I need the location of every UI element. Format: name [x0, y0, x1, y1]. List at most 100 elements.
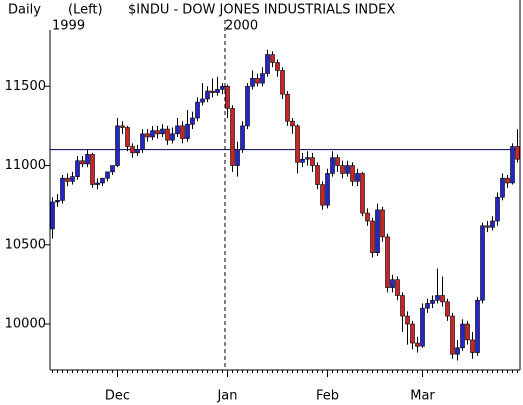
candle-body — [245, 85, 250, 127]
y-tick-label: 10500 — [5, 237, 46, 252]
candle-body — [165, 128, 170, 141]
candle-body — [270, 54, 275, 63]
candle-body — [160, 128, 165, 135]
candle-body — [315, 165, 320, 185]
candle-body — [495, 196, 500, 222]
candle-body — [105, 171, 110, 179]
candle-body — [500, 177, 505, 198]
candle-body — [295, 125, 300, 163]
candle-body — [305, 157, 310, 160]
candle-body — [390, 279, 395, 288]
candle-body — [335, 157, 340, 166]
candle-body — [330, 157, 335, 174]
candle-body — [170, 133, 175, 141]
candle-body — [110, 165, 115, 173]
candle-body — [310, 157, 315, 166]
candle-body — [510, 146, 515, 184]
y-tick-label: 11000 — [5, 158, 46, 173]
candle-body — [75, 160, 80, 177]
candle-body — [120, 125, 125, 128]
candle-body — [475, 299, 480, 353]
candle-body — [250, 78, 255, 87]
candle-body — [480, 225, 485, 301]
chart-title: $INDU - DOW JONES INDUSTRIALS INDEX — [128, 3, 395, 18]
candle-body — [90, 154, 95, 185]
candle-body — [70, 176, 75, 182]
candle-body — [220, 85, 225, 90]
candle-body — [365, 212, 370, 222]
candle-body — [65, 177, 70, 182]
candle-body — [300, 158, 305, 163]
year-label: 2000 — [225, 19, 258, 34]
candle-body — [55, 200, 60, 203]
candle-body — [80, 160, 85, 165]
candle-body — [260, 73, 265, 84]
candle-body — [185, 124, 190, 139]
candle-body — [140, 133, 145, 150]
candle-body — [350, 165, 355, 182]
candle-body — [135, 149, 140, 154]
x-tick-label: Jan — [216, 389, 237, 404]
candle-body — [200, 98, 205, 103]
candle-body — [195, 101, 200, 119]
x-tick-label: Mar — [410, 389, 435, 404]
candle-body — [460, 323, 465, 349]
axis-side-label: (Left) — [68, 3, 103, 18]
candle-body — [125, 127, 130, 147]
candle-body — [235, 149, 240, 166]
candle-body — [515, 146, 520, 160]
candle-body — [150, 130, 155, 138]
candle-body — [325, 173, 330, 206]
candle-body — [205, 90, 210, 100]
candle-body — [420, 307, 425, 347]
candle-body — [445, 301, 450, 317]
candle-body — [435, 295, 440, 301]
candle-body — [490, 220, 495, 228]
candle-body — [415, 342, 420, 347]
candle-body — [215, 89, 220, 93]
candle-body — [50, 201, 55, 230]
candle-body — [430, 299, 435, 304]
candle-body — [285, 93, 290, 122]
candle-body — [265, 54, 270, 74]
candle-body — [340, 165, 345, 174]
candle-body — [290, 120, 295, 127]
candle-body — [240, 125, 245, 150]
candle-body — [225, 85, 230, 109]
candle-body — [100, 177, 105, 184]
candle-body — [440, 295, 445, 303]
y-tick-label: 11500 — [5, 79, 46, 94]
period-label: Daily — [8, 3, 41, 18]
candle-body — [275, 62, 280, 71]
candle-body — [130, 146, 135, 154]
candle-body — [60, 177, 65, 201]
candle-body — [95, 182, 100, 185]
year-label: 1999 — [52, 19, 85, 34]
candle-body — [450, 315, 455, 355]
candle-body — [210, 90, 215, 93]
candle-body — [485, 225, 490, 228]
candle-body — [255, 78, 260, 84]
candle-body — [370, 220, 375, 254]
candle-body — [505, 177, 510, 184]
candle-body — [230, 108, 235, 166]
candle-body — [425, 303, 430, 309]
candle-body — [360, 173, 365, 214]
candle-body — [395, 279, 400, 296]
candle-body — [465, 323, 470, 341]
candle-body — [355, 173, 360, 182]
candle-body — [115, 125, 120, 166]
candle-body — [190, 117, 195, 125]
candle-body — [145, 133, 150, 138]
x-tick-label: Dec — [105, 389, 130, 404]
candle-body — [380, 209, 385, 238]
candle-body — [470, 339, 475, 353]
candle-body — [180, 125, 185, 139]
candle-body — [375, 209, 380, 254]
y-tick-label: 10000 — [5, 317, 46, 332]
candle-body — [410, 323, 415, 344]
candle-body — [85, 154, 90, 165]
candle-body — [155, 130, 160, 135]
x-tick-label: Feb — [316, 389, 339, 404]
